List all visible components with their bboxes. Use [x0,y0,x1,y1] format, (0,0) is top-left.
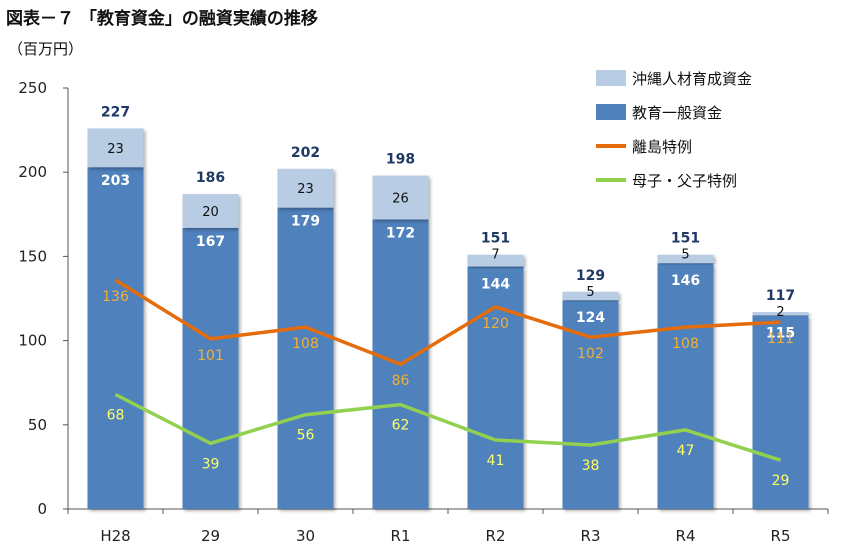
single-parent-label: 38 [582,458,600,474]
y-tick-label: 50 [28,416,47,434]
single-parent-label: 68 [107,407,125,423]
bar-okinawa [182,194,239,228]
x-tick-label: R3 [581,527,601,545]
total-label: 151 [671,231,700,247]
x-tick-label: H28 [100,527,130,545]
bar-general [277,207,334,509]
total-label: 151 [481,231,510,247]
bar-okinawa [657,254,714,264]
island-label: 136 [102,289,129,305]
bar-general [467,266,524,509]
single-parent-label: 56 [297,428,315,444]
y-tick-label: 150 [18,247,47,265]
general-label: 203 [101,173,130,189]
island-label: 108 [292,336,319,352]
total-label: 227 [101,104,130,120]
general-label: 146 [671,273,700,289]
total-label: 117 [766,288,795,304]
legend-item: 母子・父子特例 [596,172,737,190]
legend-label: 離島特例 [632,138,692,156]
y-axis-unit: （百万円） [8,40,84,58]
x-tick-label: R5 [771,527,791,545]
legend-label: 沖縄人材育成資金 [632,70,752,88]
data-labels: 227 23 203 136 68 186 20 167 101 39 202 23 179 108 56 1… [101,104,795,489]
island-label: 101 [197,348,224,364]
total-label: 202 [291,145,320,161]
legend-label: 教育一般資金 [632,104,722,122]
island-label: 111 [767,331,794,347]
y-tick-label: 200 [18,163,47,181]
okinawa-label: 26 [392,191,409,206]
y-tick-label: 100 [18,332,47,350]
island-label: 108 [672,336,699,352]
x-tick-label: 30 [296,527,315,545]
total-label: 198 [386,152,415,168]
bar-okinawa [752,311,809,316]
legend-swatch [596,104,626,120]
okinawa-label: 23 [297,182,314,197]
okinawa-label: 20 [202,205,219,220]
legend-label: 母子・父子特例 [632,172,737,190]
bar-general [657,263,714,509]
bar-general [752,315,809,509]
bar-okinawa [87,128,144,168]
general-label: 179 [291,214,320,230]
legend-item: 沖縄人材育成資金 [596,70,752,88]
bar-general [182,227,239,509]
island-label: 102 [577,346,604,362]
total-label: 129 [576,268,605,284]
total-label: 186 [196,170,225,186]
x-tick-label: R1 [391,527,411,545]
single-parent-label: 47 [677,443,695,459]
okinawa-label: 23 [107,142,124,157]
okinawa-label: 7 [491,248,499,263]
y-tick-label: 0 [37,500,47,518]
okinawa-label: 5 [681,248,689,263]
single-parent-label: 39 [202,456,220,472]
general-label: 124 [576,310,605,326]
page-title: 図表－７ 「教育資金」の融資実績の推移 [6,9,318,29]
legend-item: 教育一般資金 [596,104,722,122]
island-label: 120 [482,316,509,332]
x-tick-label: R4 [676,527,696,545]
island-label: 86 [392,373,410,389]
line-single-parent [114,392,782,462]
legend-item: 離島特例 [596,138,692,156]
single-parent-label: 41 [487,453,505,469]
okinawa-label: 5 [586,285,594,300]
general-label: 144 [481,277,510,293]
lines [114,278,782,462]
x-tick-label: 29 [201,527,220,545]
bar-okinawa [372,175,429,220]
bar-okinawa [277,168,334,208]
legend-swatch [596,70,626,86]
single-parent-label: 29 [772,473,790,489]
bar-okinawa [562,291,619,301]
y-tick-label: 250 [18,79,47,97]
x-tick-label: R2 [486,527,506,545]
general-label: 172 [386,225,415,241]
bar-general [87,167,144,509]
general-label: 167 [196,234,225,250]
single-parent-label: 62 [392,418,410,434]
line-island [114,278,781,366]
bars [87,128,809,510]
okinawa-label: 2 [776,305,784,320]
bar-okinawa [467,254,524,267]
general-label: 115 [766,325,795,341]
